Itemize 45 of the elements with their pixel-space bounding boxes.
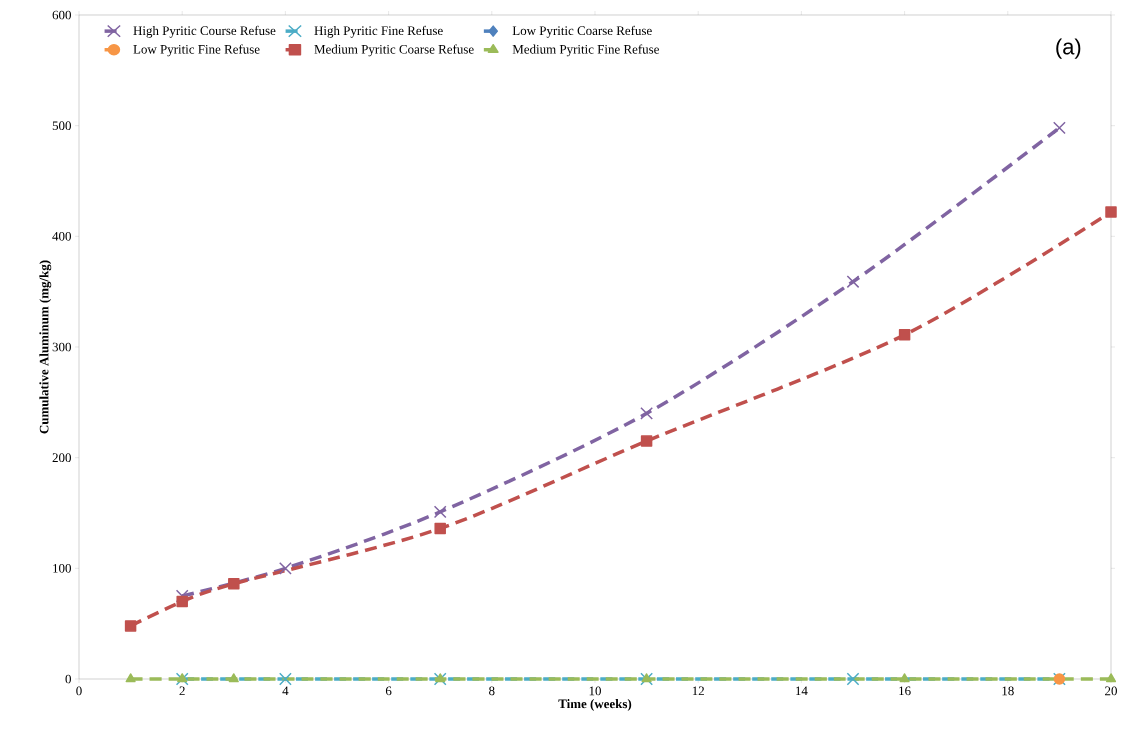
y-tick-label: 400 bbox=[52, 231, 71, 241]
point bbox=[640, 435, 653, 447]
x-tick-label: 14 bbox=[796, 686, 808, 696]
point bbox=[278, 561, 292, 575]
annotation: (a) bbox=[1056, 38, 1081, 59]
point bbox=[899, 673, 910, 683]
point bbox=[278, 672, 292, 686]
y-tick-label: 0 bbox=[65, 674, 71, 684]
point bbox=[1105, 673, 1117, 683]
x-tick-label: 6 bbox=[385, 686, 392, 696]
legend-label: Medium Pyritic Fine Refuse bbox=[512, 44, 659, 57]
y-tick-label: 600 bbox=[52, 10, 71, 20]
x-tick-label: 10 bbox=[589, 686, 601, 696]
y-tick-label: 200 bbox=[52, 453, 71, 463]
legend-label: Low Pyritic Fine Refuse bbox=[133, 44, 260, 57]
point bbox=[434, 522, 446, 535]
legend-label: Low Pyritic Coarse Refuse bbox=[512, 25, 652, 38]
y-axis-title: Cumulative Aluminum (mg/kg) bbox=[39, 260, 52, 434]
y-tick-label: 500 bbox=[52, 121, 71, 131]
point bbox=[846, 672, 860, 686]
x-tick-label: 4 bbox=[282, 686, 289, 696]
point bbox=[124, 620, 137, 632]
legend-label: High Pyritic Fine Refuse bbox=[314, 25, 443, 38]
y-tick-label: 100 bbox=[53, 563, 71, 573]
x-tick-label: 16 bbox=[899, 686, 911, 696]
point bbox=[125, 673, 136, 683]
x-tick-label: 0 bbox=[76, 686, 82, 696]
point bbox=[846, 275, 860, 289]
point bbox=[433, 505, 447, 519]
legend-label: Medium Pyritic Coarse Refuse bbox=[314, 44, 474, 57]
point bbox=[898, 329, 911, 341]
x-tick-label: 8 bbox=[489, 686, 495, 696]
point bbox=[228, 578, 240, 590]
x-tick-label: 2 bbox=[179, 686, 185, 696]
x-tick-label: 12 bbox=[692, 686, 704, 696]
legend-label: High Pyritic Course Refuse bbox=[133, 25, 276, 38]
point bbox=[1105, 206, 1117, 218]
point bbox=[1052, 121, 1066, 135]
point bbox=[640, 406, 654, 420]
x-axis-title: Time (weeks) bbox=[558, 699, 632, 711]
x-tick-label: 20 bbox=[1105, 686, 1117, 696]
point bbox=[228, 673, 239, 683]
point bbox=[176, 595, 188, 608]
x-tick-label: 18 bbox=[1002, 686, 1014, 696]
y-tick-label: 300 bbox=[52, 342, 71, 352]
